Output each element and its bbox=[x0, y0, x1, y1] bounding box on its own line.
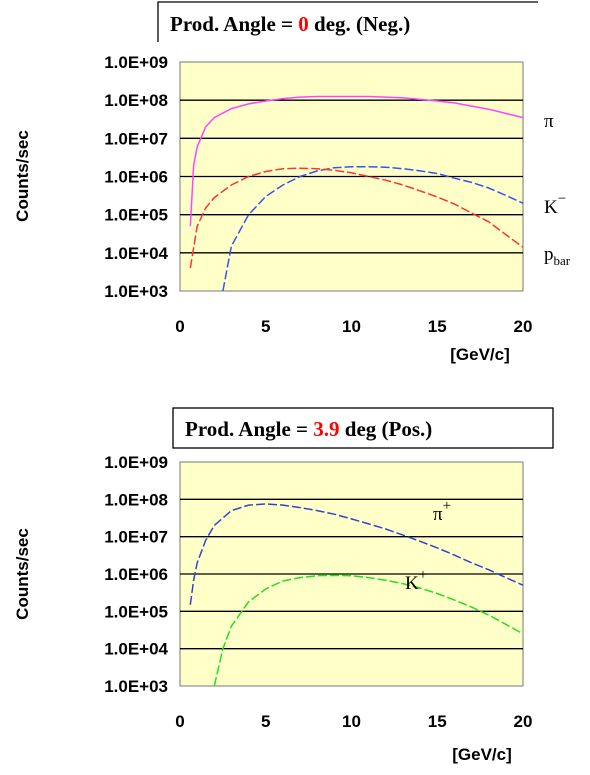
x-tick-label: 0 bbox=[175, 317, 184, 336]
x-tick-label: 0 bbox=[175, 712, 184, 731]
y-tick-label: 1.0E+07 bbox=[104, 528, 168, 547]
chart-title-part: deg (Pos.) bbox=[340, 417, 433, 441]
series-line-2-2 bbox=[213, 574, 524, 687]
series-label-main: π bbox=[433, 504, 443, 525]
y-tick-label: 1.0E+04 bbox=[104, 640, 168, 659]
y-tick-label: 1.0E+04 bbox=[104, 244, 168, 263]
chart-title: Prod. Angle = 3.9 deg (Pos.) bbox=[185, 417, 432, 441]
y-tick-label: 1.0E+06 bbox=[104, 565, 168, 584]
series-label-script: + bbox=[443, 498, 451, 514]
y-tick-label: 1.0E+09 bbox=[104, 453, 168, 472]
y-tick-label: 1.0E+03 bbox=[104, 677, 168, 696]
series-label-script: + bbox=[419, 567, 427, 583]
chart-panel-1: 1.0E+03 1.0E+04 1.0E+05 1.0E+06 1.0E+07 1.0E+… bbox=[13, 1, 571, 364]
x-axis-label: [GeV/c] bbox=[452, 745, 512, 764]
y-tick-label: 1.0E+09 bbox=[104, 53, 168, 72]
series-label-script: − bbox=[558, 191, 566, 207]
series-label: K− bbox=[544, 191, 566, 218]
series-label-main: K bbox=[544, 197, 558, 218]
title-frame bbox=[172, 407, 554, 449]
series-label: π+ bbox=[433, 498, 451, 525]
y-tick-label: 1.0E+06 bbox=[104, 168, 168, 187]
y-tick-label: 1.0E+03 bbox=[104, 282, 168, 301]
chart-panel-2: 1.0E+03 1.0E+04 1.0E+05 1.0E+06 1.0E+07 1.0E+… bbox=[13, 407, 554, 764]
series-label-main: p bbox=[544, 244, 554, 265]
x-tick-label: 20 bbox=[514, 712, 533, 731]
x-tick-label: 15 bbox=[428, 712, 447, 731]
chart-title-part: Prod. Angle = bbox=[170, 12, 298, 36]
y-tick-label: 1.0E+08 bbox=[104, 91, 168, 110]
series-label-main: π bbox=[544, 111, 554, 132]
chart-title-part: Prod. Angle = bbox=[185, 417, 313, 441]
x-tick-label: 5 bbox=[261, 712, 270, 731]
series-line-2-1 bbox=[189, 503, 524, 605]
chart-title-part: deg. (Neg.) bbox=[309, 12, 410, 36]
series-label-script: bar bbox=[554, 253, 571, 268]
y-tick-label: 1.0E+07 bbox=[104, 129, 168, 148]
chart-title-part: 0 bbox=[298, 12, 309, 36]
y-axis-label: Counts/sec bbox=[13, 528, 32, 620]
series-label: K+ bbox=[405, 567, 427, 594]
chart-title: Prod. Angle = 0 deg. (Neg.) bbox=[170, 12, 410, 36]
y-tick-label: 1.0E+05 bbox=[104, 602, 168, 621]
x-tick-label: 15 bbox=[428, 317, 447, 336]
x-tick-label: 10 bbox=[342, 317, 361, 336]
x-tick-label: 10 bbox=[342, 712, 361, 731]
series-line-1-1 bbox=[189, 95, 524, 227]
series-line-1-3 bbox=[189, 167, 524, 269]
x-tick-label: 5 bbox=[261, 317, 270, 336]
series-line-1-2 bbox=[222, 166, 524, 292]
title-frame bbox=[157, 1, 538, 42]
series-label-main: K bbox=[405, 573, 419, 594]
x-tick-label: 20 bbox=[514, 317, 533, 336]
series-label: pbar bbox=[544, 244, 571, 268]
series-label: π bbox=[544, 111, 554, 132]
x-axis-label: [GeV/c] bbox=[450, 345, 510, 364]
y-tick-label: 1.0E+05 bbox=[104, 206, 168, 225]
chart-title-part: 3.9 bbox=[313, 417, 339, 441]
y-axis-label: Counts/sec bbox=[13, 130, 32, 222]
y-tick-label: 1.0E+08 bbox=[104, 490, 168, 509]
